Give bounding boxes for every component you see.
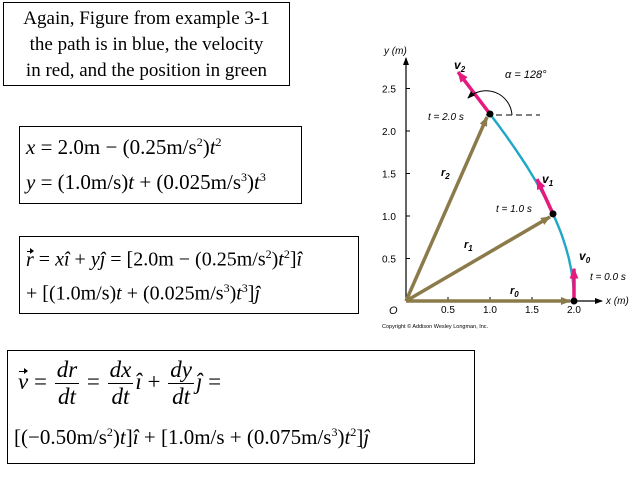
point-t1 (549, 210, 557, 218)
v-equation-line-2: [(−0.50m/s2)t]î + [1.0m/s + (0.075m/s3)t… (14, 425, 370, 449)
label-v0: v0 (579, 249, 591, 265)
axis-ticks: 0.5 1.0 1.5 2.0 0.5 1.0 1.5 2.0 2.5 (382, 85, 581, 317)
x-axis-label: x (m) (605, 296, 629, 307)
caption-box: Again, Figure from example 3-1 the path … (3, 2, 290, 86)
copyright-text: Copyright © Addison Wesley Longman, Inc. (382, 323, 489, 330)
time-label-t2: t = 2.0 s (428, 112, 464, 123)
origin-label: O (389, 305, 398, 317)
y-tick-label: 2.5 (382, 85, 396, 96)
velocity-vector-equation-box: v = dr dt = dx dt î + dy dt ĵ = [(−0.50m/s2)t… (7, 350, 475, 464)
x-tick-label: 2.0 (567, 305, 581, 316)
caption-line-3: in red, and the position in green (25, 60, 268, 81)
position-vector-r1 (405, 215, 551, 303)
time-label-t0: t = 0.0 s (590, 272, 626, 283)
label-v1: v1 (542, 172, 554, 188)
velocity-vector-v1 (535, 178, 555, 215)
r-equation-line-1: r = xî + yĵ = [2.0m − (0.25m/s2)t2]î (26, 247, 303, 271)
r-equation-line-2: + [(1.0m/s)t + (0.025m/s3)t3]ĵ (26, 281, 261, 305)
y-axis-label: y (m) (383, 46, 407, 57)
time-label-t1: t = 1.0 s (496, 204, 532, 215)
x-tick-label: 0.5 (441, 305, 455, 316)
label-v2: v2 (454, 58, 466, 74)
y-tick-label: 1.5 (382, 170, 396, 181)
position-vector-equation-box: r = xî + yĵ = [2.0m − (0.25m/s2)t2]î + [… (19, 236, 359, 314)
y-tick-label: 0.5 (382, 255, 396, 266)
y-equation: y = (1.0m/s)t + (0.025m/s3)t3 (26, 170, 266, 194)
x-equation: x = 2.0m − (0.25m/s2)t2 (26, 135, 222, 159)
label-r0: r0 (510, 285, 519, 299)
v-equation-line-1: v = dr dt = dx dt î + dy dt ĵ = (18, 357, 222, 409)
label-r2: r2 (441, 167, 450, 181)
caption-line-1: Again, Figure from example 3-1 (23, 8, 270, 29)
angle-label: α = 128° (505, 69, 547, 81)
y-tick-label: 1.0 (382, 212, 396, 223)
velocity-vector-v2 (456, 70, 492, 116)
y-tick-label: 2.0 (382, 127, 396, 138)
point-t0 (570, 297, 578, 305)
position-vector-r2 (404, 116, 489, 302)
trajectory-figure: y (m) x (m) O 0.5 1.0 1.5 2.0 0.5 1.0 1.5 2.0 2.… (382, 46, 629, 330)
label-r1: r1 (464, 239, 473, 253)
point-t2 (486, 110, 494, 118)
caption-line-2: the path is in blue, the velocity (29, 34, 264, 55)
angle-arc (467, 90, 513, 116)
position-components-equation-box: x = 2.0m − (0.25m/s2)t2 y = (1.0m/s)t + … (19, 126, 302, 204)
x-tick-label: 1.0 (483, 305, 497, 316)
x-tick-label: 1.5 (525, 305, 539, 316)
